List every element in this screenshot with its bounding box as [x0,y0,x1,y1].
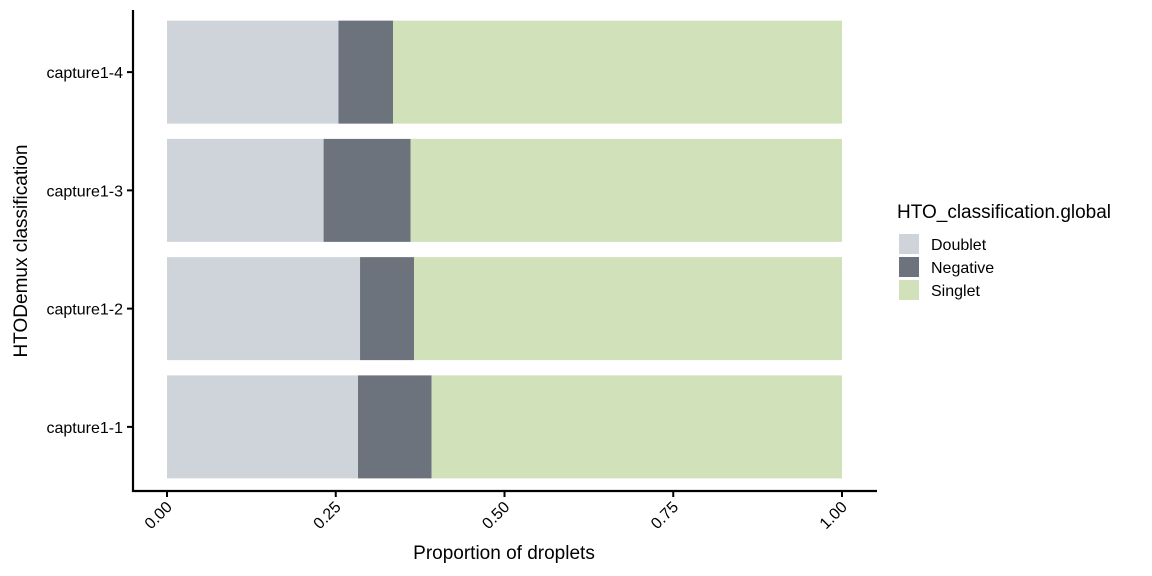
bar-singlet-capture1-4 [393,20,843,124]
bar-doublet-capture1-4 [167,20,339,124]
y-tick-label: capture1-4 [47,65,124,82]
bar-doublet-capture1-3 [167,138,324,242]
legend-label-doublet: Doublet [931,237,987,254]
bar-singlet-capture1-3 [410,138,842,242]
x-tick-label: 1.00 [817,499,851,533]
bar-negative-capture1-1 [358,375,432,479]
y-axis-title: HTODemux classification [11,145,32,358]
x-tick-label: 0.75 [648,499,682,533]
bar-singlet-capture1-2 [414,257,842,361]
y-ticks: capture1-1 capture1-2 capture1-3 capture1-4 [47,65,133,437]
bar-negative-capture1-4 [338,20,394,124]
legend-label-singlet: Singlet [931,283,980,300]
x-ticks: 0.00 0.25 0.50 0.75 1.00 [142,491,851,533]
y-tick-label: capture1-2 [47,302,124,319]
legend: HTO_classification.global Doublet Negativ… [897,202,1111,300]
bar-negative-capture1-2 [360,257,415,361]
legend-swatch-doublet [899,234,919,254]
legend-title: HTO_classification.global [897,202,1111,223]
x-tick-label: 0.00 [142,499,176,533]
bars-layer [167,20,843,479]
x-tick-label: 0.50 [479,499,513,533]
bar-singlet-capture1-1 [431,375,842,479]
y-tick-label: capture1-3 [47,183,124,200]
x-tick-label: 0.25 [311,499,345,533]
legend-swatch-singlet [899,280,919,300]
y-tick-label: capture1-1 [47,420,124,437]
bar-doublet-capture1-2 [167,257,361,361]
bar-negative-capture1-3 [323,138,411,242]
x-axis-title: Proportion of droplets [413,543,595,564]
bar-doublet-capture1-1 [167,375,359,479]
legend-swatch-negative [899,257,919,277]
legend-label-negative: Negative [931,260,994,277]
